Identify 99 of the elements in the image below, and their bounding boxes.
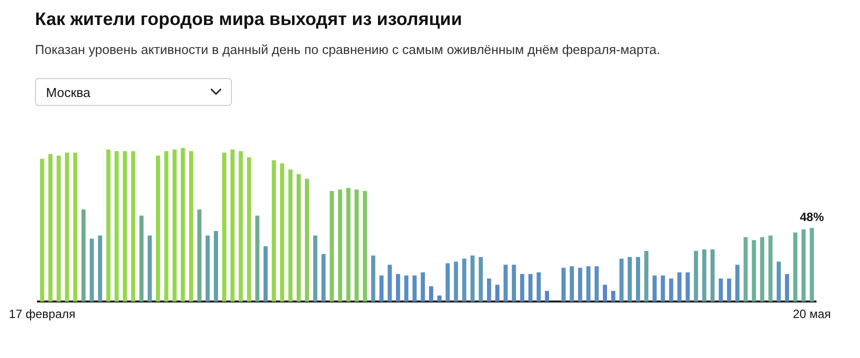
bar xyxy=(487,278,492,302)
bar xyxy=(793,232,798,302)
bar xyxy=(544,290,550,302)
bar xyxy=(214,230,218,302)
bar xyxy=(694,250,698,302)
bar xyxy=(164,151,168,302)
bar xyxy=(495,284,500,302)
bar xyxy=(148,236,152,302)
bar xyxy=(131,151,136,302)
bar xyxy=(40,158,44,302)
bar xyxy=(412,275,417,302)
bar xyxy=(636,257,640,302)
bar xyxy=(98,236,102,302)
bar xyxy=(586,266,590,302)
bar xyxy=(504,264,508,302)
bar xyxy=(776,262,781,302)
bar xyxy=(752,240,756,302)
data-label: 48% xyxy=(800,210,824,224)
bar xyxy=(330,191,334,302)
bar xyxy=(338,189,342,302)
bar xyxy=(379,275,384,302)
bar xyxy=(280,163,284,302)
bar xyxy=(536,272,541,302)
bar xyxy=(784,274,790,302)
bar xyxy=(760,237,764,302)
bar xyxy=(264,246,268,302)
bar xyxy=(64,152,70,302)
bar xyxy=(272,160,276,302)
bar xyxy=(156,156,160,302)
bar xyxy=(644,250,648,302)
bar xyxy=(520,274,524,302)
bar xyxy=(288,170,293,302)
chart-subtitle: Показан уровень активности в данный день по сравнению с самым оживлённым днём февраля-марта. xyxy=(35,42,660,57)
bar xyxy=(660,275,665,302)
bar xyxy=(296,174,301,302)
bar xyxy=(652,275,657,302)
bar xyxy=(628,257,632,302)
bar xyxy=(570,266,574,302)
chart-title: Как жители городов мира выходят из изоляции xyxy=(35,9,462,30)
bar xyxy=(735,264,740,302)
bar xyxy=(462,258,466,302)
bar xyxy=(304,178,310,302)
bar xyxy=(718,278,723,302)
bar xyxy=(73,152,78,302)
bar xyxy=(528,274,533,302)
bar xyxy=(189,151,194,302)
bar xyxy=(313,236,318,302)
bar xyxy=(396,274,400,302)
bar xyxy=(561,268,566,302)
bar xyxy=(404,275,408,302)
bar xyxy=(702,249,706,302)
bar xyxy=(238,151,243,302)
bar xyxy=(362,191,367,302)
bar xyxy=(594,266,599,302)
bar xyxy=(578,268,582,302)
bar xyxy=(48,154,52,302)
bar xyxy=(321,254,326,302)
bar xyxy=(388,264,392,302)
bar xyxy=(106,150,110,302)
bar xyxy=(246,157,252,302)
bar xyxy=(727,278,732,302)
bar xyxy=(437,295,442,302)
bar xyxy=(768,236,773,302)
bar xyxy=(710,249,715,302)
bar xyxy=(454,262,458,302)
bar xyxy=(114,151,119,302)
x-tick-label: 17 февраля xyxy=(8,307,76,322)
bar xyxy=(744,237,748,302)
bar xyxy=(139,216,144,302)
bar xyxy=(122,151,127,302)
bar xyxy=(90,238,94,302)
bar xyxy=(802,229,806,302)
bar xyxy=(611,290,616,302)
bar xyxy=(56,156,61,302)
bar xyxy=(222,152,226,302)
bar xyxy=(810,228,814,302)
bar xyxy=(197,209,202,302)
bar xyxy=(255,216,260,302)
bar xyxy=(81,209,86,302)
bar xyxy=(420,272,425,302)
bar xyxy=(686,272,690,302)
bar xyxy=(429,286,434,302)
bar xyxy=(180,148,185,302)
bar xyxy=(602,284,608,302)
bar xyxy=(619,258,624,302)
bar xyxy=(230,150,235,302)
bar xyxy=(446,263,450,302)
bar xyxy=(206,236,210,302)
x-tick-label: 20 мая xyxy=(792,307,831,322)
bar xyxy=(512,264,516,302)
bar xyxy=(346,188,350,302)
bar xyxy=(354,189,359,302)
bar xyxy=(371,256,376,302)
bar xyxy=(470,256,475,302)
bar xyxy=(677,272,682,302)
bar xyxy=(669,278,674,302)
bar xyxy=(172,150,177,302)
bar xyxy=(478,257,483,302)
dropdown-field: Москва xyxy=(35,78,232,106)
